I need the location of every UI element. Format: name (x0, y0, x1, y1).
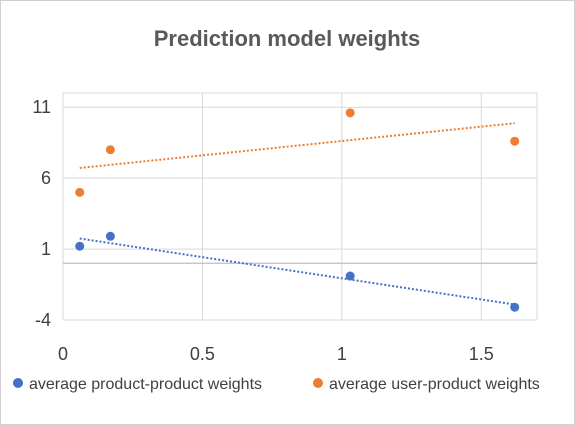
y-tick-label: -4 (35, 310, 51, 330)
tick-labels: -4 1 6 11 0 0.5 1 1.5 (32, 97, 493, 364)
data-point-series-1 (510, 302, 520, 312)
data-point-series-1 (345, 271, 355, 281)
legend: average product-product weights average u… (13, 376, 540, 393)
x-tick-label: 0.5 (190, 344, 215, 364)
data-points (75, 108, 520, 312)
data-point-series-2 (105, 145, 115, 155)
data-point-series-2 (510, 136, 520, 146)
data-point-series-2 (75, 187, 85, 197)
y-tick-label: 11 (32, 97, 51, 117)
trendlines (79, 122, 515, 306)
data-point-series-1 (105, 231, 115, 241)
data-point-series-1 (75, 241, 85, 251)
x-tick-label: 0 (58, 344, 68, 364)
chart-title: Prediction model weights (154, 26, 420, 51)
legend-marker-series-1 (13, 378, 23, 388)
legend-marker-series-2 (313, 378, 323, 388)
legend-label-series-2: average user-product weights (329, 376, 540, 393)
trendline-series-2 (79, 122, 515, 169)
data-point-series-2 (345, 108, 355, 118)
legend-label-series-1: average product-product weights (29, 376, 262, 393)
x-tick-label: 1 (337, 344, 347, 364)
y-tick-label: 1 (41, 239, 51, 259)
y-tick-label: 6 (41, 168, 51, 188)
gridlines (62, 92, 538, 321)
x-tick-label: 1.5 (469, 344, 494, 364)
trendline-series-1 (79, 237, 515, 306)
